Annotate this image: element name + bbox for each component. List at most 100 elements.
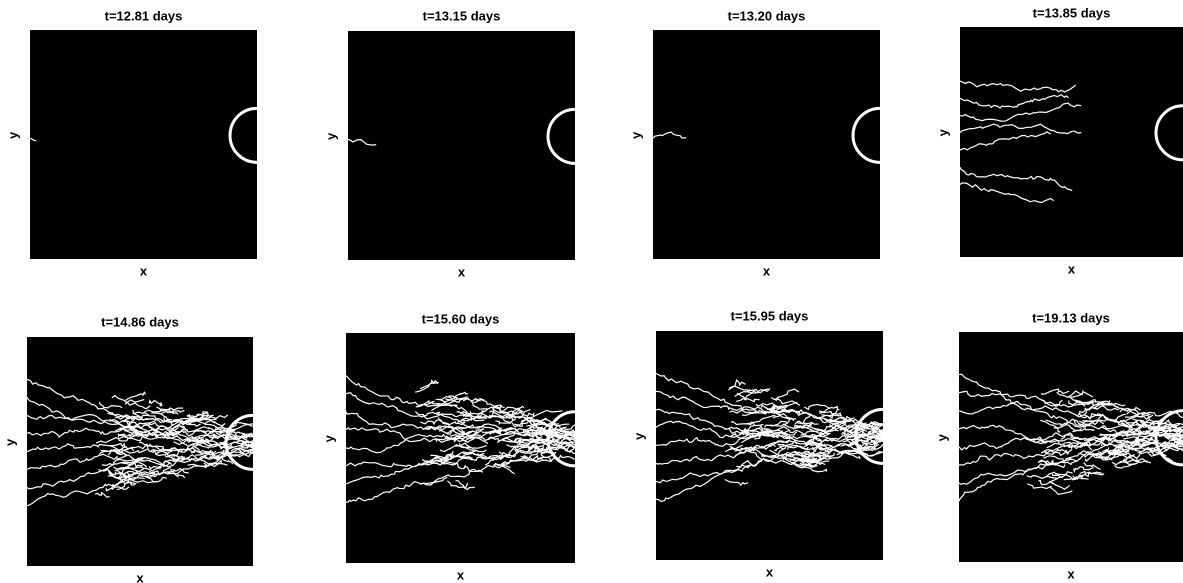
crack bbox=[107, 445, 127, 456]
crack bbox=[119, 427, 144, 437]
crack bbox=[189, 439, 226, 446]
crack bbox=[960, 131, 1051, 151]
panel bbox=[959, 332, 1183, 562]
crack bbox=[148, 399, 163, 407]
panel bbox=[346, 333, 575, 563]
crack bbox=[1067, 389, 1094, 398]
crack bbox=[1056, 390, 1083, 399]
crack bbox=[814, 429, 839, 440]
crack bbox=[196, 414, 229, 423]
x-axis-label: x bbox=[458, 264, 466, 279]
panel bbox=[30, 30, 257, 259]
crack bbox=[437, 417, 467, 429]
crack bbox=[1094, 402, 1126, 409]
crack bbox=[124, 401, 151, 410]
crack bbox=[1108, 443, 1137, 454]
crack bbox=[125, 391, 147, 401]
crack bbox=[166, 409, 185, 414]
crack bbox=[736, 397, 760, 403]
panel-title: t=13.20 days bbox=[728, 8, 806, 23]
crack bbox=[848, 425, 876, 432]
crack bbox=[1072, 473, 1089, 481]
crack bbox=[1049, 486, 1073, 495]
crack bbox=[959, 373, 1183, 419]
crack bbox=[868, 434, 883, 439]
crack bbox=[523, 450, 549, 460]
crack bbox=[843, 432, 867, 439]
crack bbox=[547, 437, 570, 446]
panel-background bbox=[348, 31, 575, 260]
crack bbox=[108, 472, 130, 480]
crack bbox=[1100, 433, 1126, 446]
crack bbox=[94, 491, 110, 498]
crack bbox=[496, 436, 522, 444]
crack bbox=[771, 401, 798, 412]
crack bbox=[27, 451, 253, 507]
crack bbox=[818, 405, 840, 413]
panel-title: t=14.86 days bbox=[101, 314, 179, 329]
obstacle bbox=[546, 107, 575, 165]
crack bbox=[1156, 422, 1182, 429]
crack bbox=[564, 432, 575, 438]
panel-title: t=13.15 days bbox=[423, 8, 501, 23]
crack bbox=[783, 423, 812, 429]
crack bbox=[346, 423, 537, 454]
crack bbox=[875, 432, 883, 435]
crack bbox=[433, 455, 455, 466]
crack bbox=[730, 420, 756, 426]
crack bbox=[158, 445, 183, 451]
crack bbox=[194, 428, 225, 440]
crack bbox=[110, 475, 134, 490]
crack bbox=[1043, 455, 1072, 463]
crack bbox=[495, 418, 516, 425]
crack bbox=[734, 388, 769, 397]
crack bbox=[455, 442, 487, 449]
crack bbox=[164, 454, 193, 462]
crack bbox=[852, 450, 883, 457]
y-axis-label: y bbox=[323, 132, 338, 140]
crack bbox=[130, 456, 150, 463]
crack bbox=[107, 469, 128, 479]
crack bbox=[836, 449, 861, 460]
crack bbox=[191, 436, 219, 443]
crack bbox=[1064, 441, 1088, 447]
crack bbox=[144, 429, 167, 437]
crack bbox=[1099, 453, 1122, 460]
crack bbox=[132, 409, 155, 415]
crack bbox=[756, 443, 776, 450]
crack bbox=[870, 437, 883, 446]
crack bbox=[445, 427, 465, 435]
crack bbox=[1137, 447, 1168, 454]
crack bbox=[480, 453, 505, 461]
crack bbox=[748, 388, 771, 393]
crack bbox=[449, 429, 482, 438]
crack bbox=[960, 102, 1082, 122]
obstacle bbox=[854, 407, 883, 465]
crack bbox=[473, 398, 503, 407]
crack bbox=[348, 138, 377, 146]
crack bbox=[449, 454, 473, 461]
crack bbox=[808, 440, 833, 450]
crack bbox=[435, 413, 466, 418]
crack bbox=[192, 439, 219, 445]
crack bbox=[728, 385, 751, 393]
crack bbox=[1102, 437, 1133, 445]
crack bbox=[459, 410, 486, 418]
x-axis-label: x bbox=[140, 263, 148, 278]
crack bbox=[811, 442, 828, 450]
crack bbox=[105, 486, 130, 492]
crack bbox=[878, 439, 883, 442]
crack bbox=[457, 416, 484, 423]
crack bbox=[1160, 445, 1183, 452]
crack bbox=[959, 430, 1183, 451]
crack bbox=[960, 123, 1082, 135]
crack bbox=[148, 421, 176, 432]
crack bbox=[572, 433, 575, 437]
crack bbox=[522, 429, 543, 436]
crack bbox=[99, 402, 123, 409]
crack bbox=[879, 436, 883, 440]
crack bbox=[492, 408, 515, 421]
crack bbox=[1098, 413, 1115, 422]
crack bbox=[1084, 454, 1109, 463]
crack bbox=[514, 418, 544, 429]
